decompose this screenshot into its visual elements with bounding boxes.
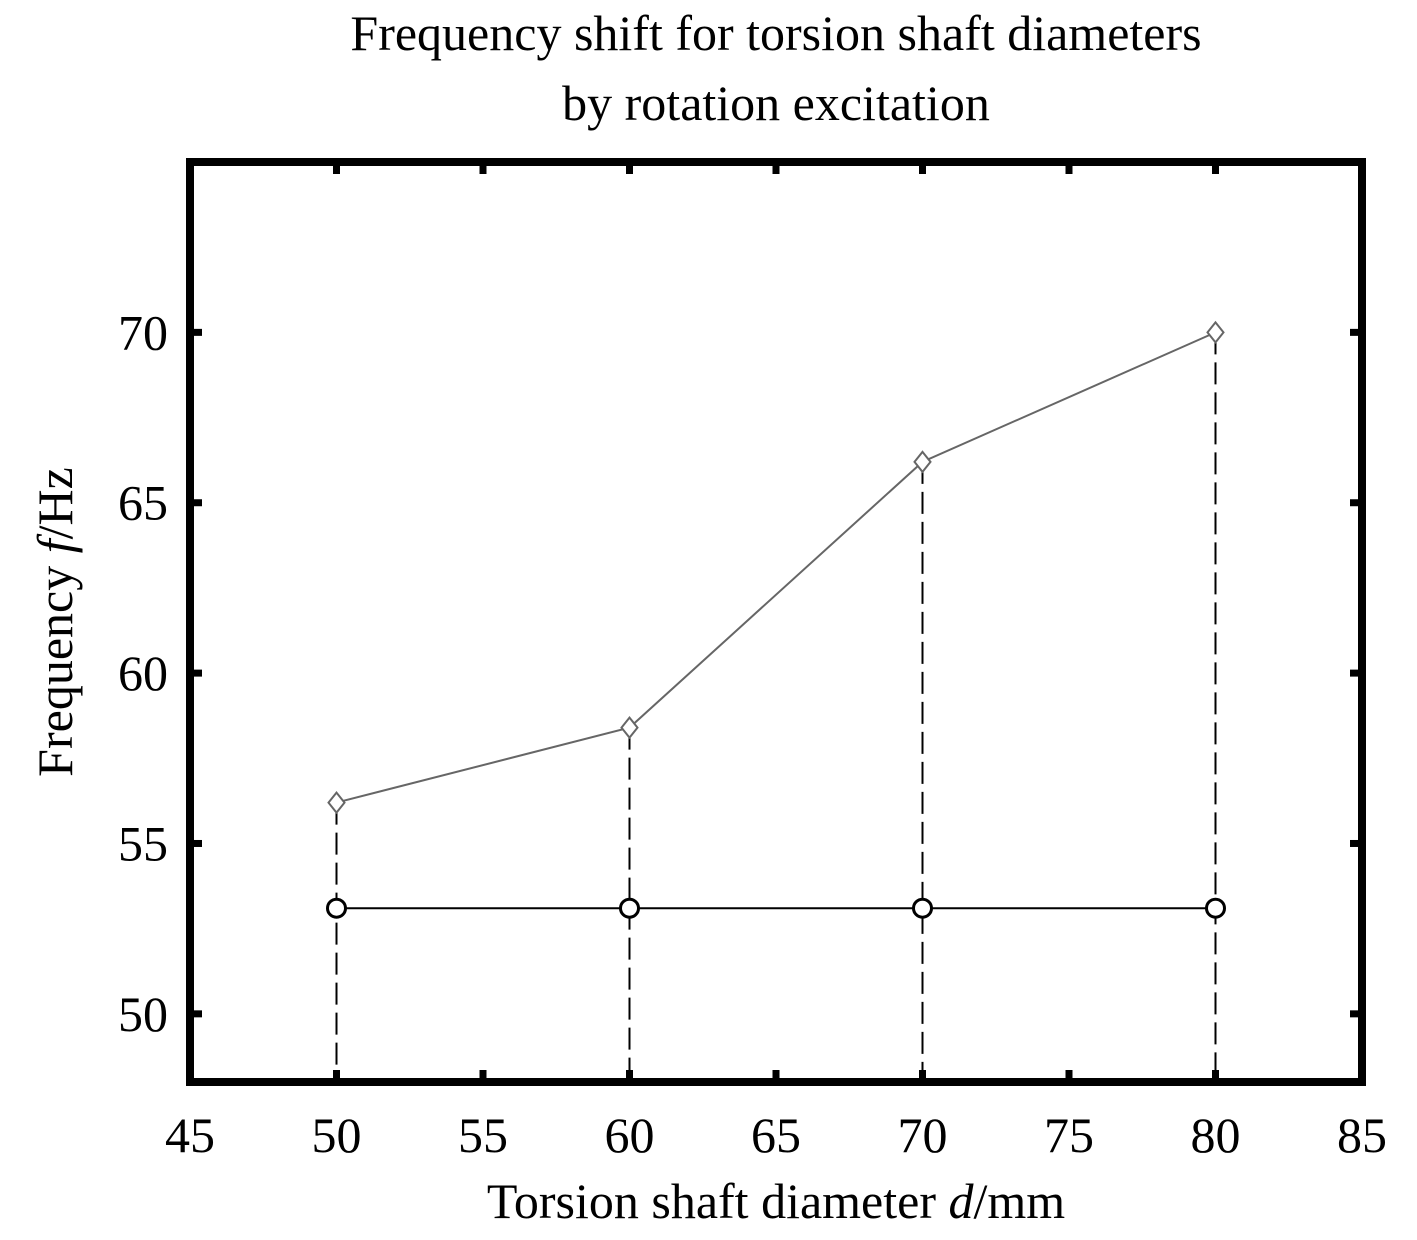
y-tick-label: 70	[118, 304, 168, 360]
plot-frame	[186, 158, 1366, 1086]
chart-title-line-2: by rotation excitation	[562, 75, 990, 131]
chart-title-line-1: Frequency shift for torsion shaft diamet…	[350, 5, 1201, 61]
circle-marker	[912, 897, 933, 919]
x-axis-label: Torsion shaft diameter d/mm	[487, 1173, 1065, 1229]
x-tick-label: 45	[165, 1107, 215, 1163]
x-axis-label-var: d	[948, 1173, 974, 1229]
y-tick-labels: 50 55 60 65 70	[118, 304, 168, 1041]
x-tick-label: 50	[312, 1107, 362, 1163]
circle-marker	[326, 897, 347, 919]
y-tick-label: 65	[118, 475, 168, 531]
axis-ticks	[186, 162, 1366, 1082]
x-tick-label: 55	[458, 1107, 508, 1163]
diamond-marker	[1206, 320, 1225, 344]
x-axis-label-pre: Torsion shaft diameter	[487, 1173, 949, 1229]
y-tick-label: 60	[118, 645, 168, 701]
x-tick-label: 70	[898, 1107, 948, 1163]
x-tick-label: 60	[605, 1107, 655, 1163]
series-line-0	[336, 331, 1216, 804]
x-tick-label: 75	[1044, 1107, 1094, 1163]
x-tick-label: 65	[751, 1107, 801, 1163]
y-tick-label: 50	[118, 986, 168, 1042]
series-lines	[336, 331, 1216, 910]
circle-marker	[1205, 897, 1226, 919]
x-axis-label-post: /mm	[973, 1173, 1065, 1229]
x-tick-label: 85	[1337, 1107, 1387, 1163]
diamond-marker	[620, 716, 639, 740]
circle-marker	[619, 897, 640, 919]
diamond-marker	[913, 450, 932, 474]
drop-lines	[335, 332, 1217, 1082]
x-tick-labels: 45 50 55 60 65 70 75 80 85	[165, 1107, 1387, 1163]
y-axis-label-post: /Hz	[27, 467, 83, 539]
y-axis-label-pre: Frequency	[27, 553, 83, 777]
y-axis-label: Frequency f/Hz	[27, 467, 83, 777]
diamond-marker	[327, 790, 346, 815]
series-markers	[326, 320, 1226, 919]
x-tick-label: 80	[1191, 1107, 1241, 1163]
y-tick-label: 55	[118, 815, 168, 871]
